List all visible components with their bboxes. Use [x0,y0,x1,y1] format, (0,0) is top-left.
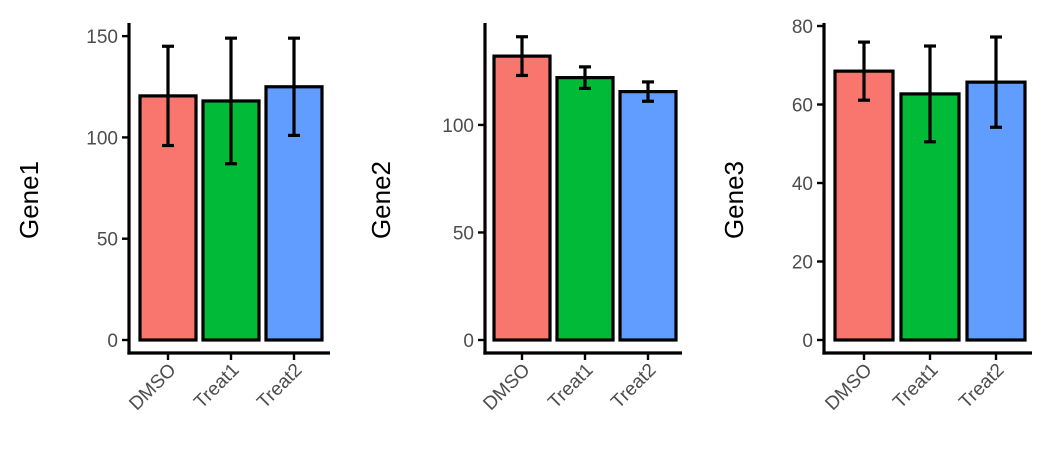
bar-dmso [833,69,895,342]
gene2-panel: 0 50 100 DMSO Treat1 Treat2 Gene2 [366,23,682,415]
y-axis-title: Gene2 [366,161,396,239]
gene1-panel: 0 50 100 150 DMSO Treat1 Treat2 Gene1 [14,23,330,415]
y-tick-label: 60 [792,96,813,117]
error-bar-dmso [162,44,174,148]
gene3-panel: 0 20 40 60 80 DMSO Treat1 Treat2 Gene3 [719,17,1032,415]
error-bar-treat1 [225,36,237,166]
error-bar-treat1 [924,44,936,144]
y-tick-label: 50 [97,230,118,251]
y-tick-label: 50 [453,223,474,244]
x-tick-label: Treat2 [955,360,1008,413]
error-bar-dmso [516,35,528,78]
error-bar-dmso [858,40,870,102]
error-bar-treat1 [579,65,591,90]
y-tick-label: 0 [107,331,118,352]
x-tick-label: Treat1 [190,360,243,413]
x-tick-label: DMSO [125,360,180,415]
x-tick-label: Treat2 [253,360,306,413]
x-tick-label: Treat2 [607,360,660,413]
y-tick-label: 40 [792,174,813,195]
error-bar-treat2 [288,36,300,137]
bar-treat1 [555,76,615,342]
y-axis-title: Gene1 [14,161,44,239]
y-axis-title: Gene3 [719,161,749,239]
y-tick-label: 80 [792,17,813,38]
x-tick-label: DMSO [821,360,876,415]
x-tick-label: Treat1 [544,360,597,413]
error-bar-treat2 [642,80,654,103]
bar-dmso [492,54,552,342]
y-tick-label: 20 [792,253,813,274]
y-tick-label: 0 [802,331,813,352]
x-tick-label: DMSO [479,360,534,415]
bar-treat2 [618,89,678,342]
x-tick-label: Treat1 [889,360,942,413]
y-tick-label: 150 [86,27,118,48]
y-tick-label: 100 [442,116,474,137]
error-bar-treat2 [990,35,1002,129]
y-tick-label: 100 [86,128,118,149]
y-tick-label: 0 [463,331,474,352]
